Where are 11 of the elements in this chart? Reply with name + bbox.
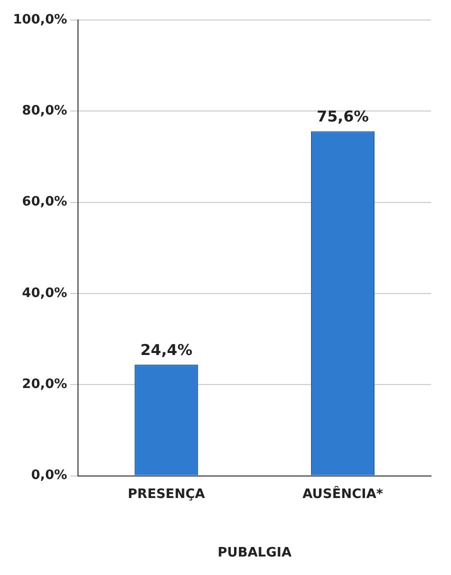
x-tick-label: AUSÊNCIA* bbox=[302, 484, 384, 502]
data-label: 75,6% bbox=[316, 108, 369, 126]
y-tick-label: 20,0% bbox=[22, 377, 68, 392]
y-tick-label: 60,0% bbox=[22, 194, 68, 210]
y-tick-label: 100,0% bbox=[12, 12, 68, 28]
y-tick-label: 80,0% bbox=[22, 104, 68, 119]
data-label: 24,4% bbox=[140, 340, 192, 359]
y-tick-label: 40,0% bbox=[22, 286, 68, 301]
y-tick-label: 0,0% bbox=[31, 468, 68, 484]
x-axis-title: PUBALGIA bbox=[218, 546, 292, 561]
x-tick-label: PRESENÇA bbox=[128, 486, 205, 502]
